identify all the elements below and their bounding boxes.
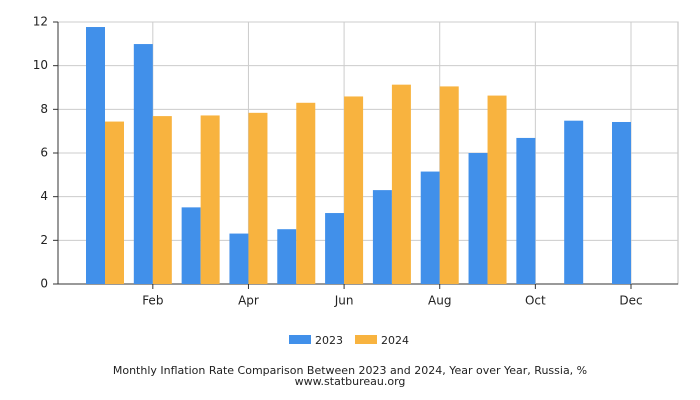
bar: [86, 27, 105, 284]
x-tick-label: Feb: [142, 294, 163, 308]
x-tick-label: Oct: [525, 294, 546, 308]
x-tick-label: Dec: [619, 294, 642, 308]
bar: [325, 213, 345, 284]
legend-label: 2023: [315, 334, 343, 347]
x-tick-label: Apr: [238, 294, 259, 308]
bar: [612, 121, 631, 284]
bar: [344, 96, 364, 285]
bar: [248, 112, 268, 285]
chart-subtitle: www.statbureau.org: [295, 375, 406, 388]
legend-label: 2024: [381, 334, 409, 347]
bar: [372, 190, 392, 284]
legend-swatch: [289, 335, 311, 344]
y-tick-label: 6: [40, 146, 48, 160]
bar: [420, 171, 440, 284]
bar: [133, 44, 153, 284]
bar: [391, 84, 411, 284]
bar: [296, 102, 316, 285]
x-tick-label: Jun: [334, 294, 354, 308]
bar: [468, 153, 488, 284]
bar: [516, 137, 536, 284]
bar: [564, 120, 584, 284]
bar: [439, 86, 459, 285]
bar: [152, 116, 172, 284]
chart-title: Monthly Inflation Rate Comparison Betwee…: [113, 364, 587, 377]
bar: [277, 229, 297, 284]
y-tick-label: 4: [40, 189, 48, 203]
bar: [105, 121, 124, 284]
y-tick-label: 8: [40, 102, 48, 116]
bar: [200, 115, 220, 285]
y-tick-label: 0: [40, 277, 48, 291]
y-tick-label: 10: [33, 58, 48, 72]
bar: [229, 233, 249, 284]
bar: [487, 95, 507, 284]
bar: [181, 207, 201, 284]
y-tick-label: 2: [40, 233, 48, 247]
y-tick-label: 12: [33, 15, 48, 29]
x-tick-label: Aug: [428, 294, 451, 308]
legend-swatch: [355, 335, 377, 344]
